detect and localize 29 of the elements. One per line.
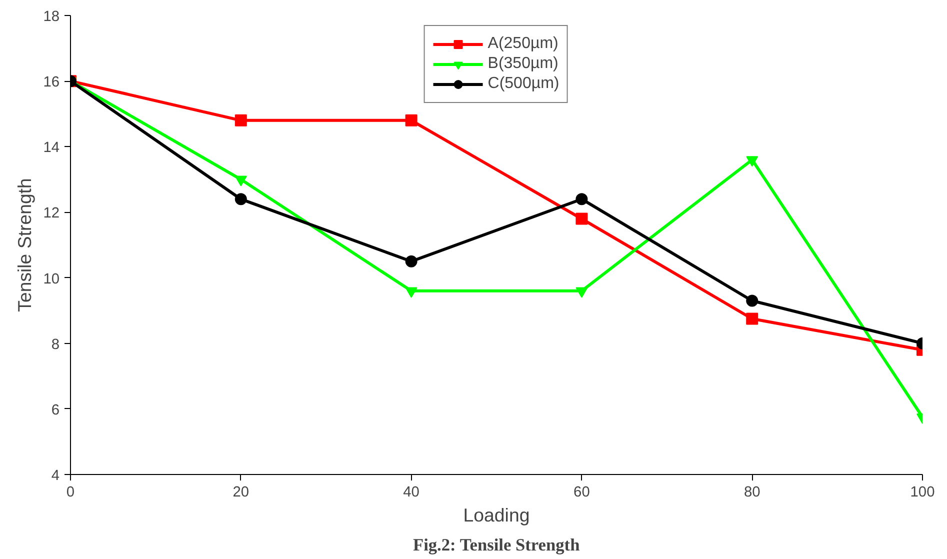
y-tick-label: 18 [43, 9, 60, 25]
x-tick-label: 80 [744, 484, 760, 500]
point [576, 212, 588, 225]
x-axis-title: Loading [463, 504, 530, 526]
y-axis-title: Tensile Strength [14, 178, 36, 312]
y-tick-label: 10 [43, 271, 60, 288]
caption: Fig.2: Tensile Strength [412, 536, 580, 554]
x-tick-label: 60 [574, 484, 590, 500]
point [576, 193, 588, 206]
x-tick-label: 100 [910, 484, 935, 500]
y-tick-label: 12 [43, 206, 60, 222]
y-tick-label: 6 [51, 402, 60, 418]
x-tick-label: 40 [403, 484, 420, 500]
legend-label: C(500µm) [488, 75, 560, 93]
point [405, 255, 418, 268]
x-tick-label: 20 [232, 484, 250, 500]
point [234, 193, 247, 206]
y-tick-label: 8 [51, 336, 60, 353]
y-tick-label: 14 [43, 140, 60, 156]
legend-label: A(250µm) [488, 35, 558, 53]
point [576, 287, 588, 298]
point [234, 114, 247, 126]
point [405, 114, 418, 126]
point [234, 176, 247, 186]
y-tick-label: 16 [43, 74, 60, 91]
y-tick-label: 4 [51, 468, 60, 484]
point [405, 287, 418, 298]
legend-label: B(350µm) [488, 55, 558, 73]
x-tick-label: 0 [66, 484, 75, 500]
